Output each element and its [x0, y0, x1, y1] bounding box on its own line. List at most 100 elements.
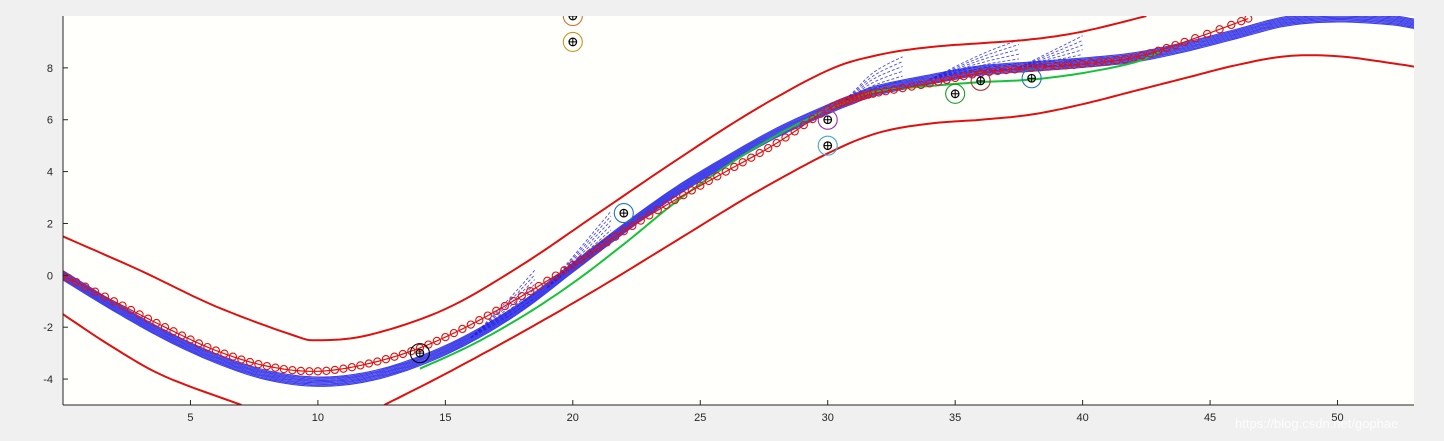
planned-path-point	[1171, 40, 1180, 50]
x-tick-label: 10	[312, 412, 324, 424]
planned-path-line	[63, 18, 1249, 372]
waypoint-marker	[817, 135, 838, 156]
planned-path-point	[483, 311, 492, 320]
x-tick-label: 50	[1331, 412, 1343, 424]
x-tick-label: 40	[1076, 412, 1088, 424]
planned-path-point	[942, 75, 951, 85]
planned-path-point	[645, 211, 654, 220]
planned-path-point	[611, 232, 620, 241]
planned-path-point	[662, 200, 671, 210]
waypoint-cross	[951, 90, 959, 98]
x-tick-label: 30	[822, 412, 834, 424]
planned-path-point	[186, 335, 195, 344]
candidate-path	[1018, 39, 1083, 68]
blue-trajectory-line	[63, 16, 1414, 380]
waypoint-ring	[613, 203, 634, 224]
planned-path-point	[100, 292, 110, 301]
planned-path-point	[1112, 56, 1121, 65]
planned-path-point	[109, 297, 119, 306]
planned-path-point	[985, 67, 994, 77]
planned-path-point	[881, 87, 890, 96]
planned-path-point	[602, 238, 611, 247]
x-tick-label: 5	[187, 412, 193, 424]
planned-path-point	[860, 91, 869, 100]
planned-path-point	[864, 90, 873, 99]
planned-path-point	[390, 352, 399, 361]
planned-path-point	[993, 66, 1002, 76]
planned-path-point	[951, 73, 960, 83]
waypoint-ring	[817, 109, 838, 130]
planned-path-point	[262, 361, 272, 371]
planned-path-point	[466, 320, 475, 329]
planned-path-point	[816, 109, 825, 118]
candidate-path	[929, 58, 1019, 80]
planned-path-point	[254, 360, 263, 369]
planned-path-point	[220, 349, 229, 358]
planned-path-point	[543, 276, 552, 285]
planned-path-point	[279, 364, 289, 374]
planned-path-point	[577, 255, 586, 264]
blue-trajectory-line	[63, 16, 1414, 378]
planned-path-point	[1227, 20, 1236, 30]
planned-path-point	[143, 314, 153, 323]
planned-path-point	[916, 80, 926, 90]
planned-path-point	[856, 92, 865, 101]
waypoint-cross	[619, 209, 628, 217]
planned-path-point	[449, 328, 459, 338]
planned-path-point	[526, 286, 535, 296]
planned-path-point	[1052, 61, 1062, 71]
waypoint-cross	[416, 349, 424, 357]
planned-path-point	[373, 357, 382, 366]
waypoint-ring	[1021, 68, 1042, 89]
x-tick-label: 35	[949, 412, 961, 424]
road-boundary-line	[63, 313, 242, 405]
planned-path-point	[1154, 46, 1163, 55]
candidate-path	[546, 220, 612, 288]
planned-path-point	[296, 366, 306, 376]
y-tick-label: 4	[47, 167, 53, 179]
candidate-path	[546, 215, 612, 288]
planned-path-point	[330, 365, 340, 375]
y-tick-label: 8	[47, 63, 53, 75]
planned-path-point	[517, 291, 526, 301]
waypoint-cross	[569, 16, 577, 20]
candidate-path	[470, 288, 535, 338]
watermark-text: https://blog.csdn.net/gophae	[1235, 416, 1398, 431]
candidate-path	[841, 56, 903, 104]
planned-path-point	[1162, 43, 1171, 53]
planned-path-point	[313, 367, 323, 376]
waypoint-ring	[562, 31, 583, 52]
planned-path-point	[509, 296, 518, 306]
planned-path-point	[829, 102, 838, 111]
planned-path-point	[764, 143, 773, 153]
planned-path-point	[1137, 51, 1147, 60]
y-tick-label: 0	[47, 270, 53, 282]
planned-path-point	[670, 195, 679, 205]
planned-path-point	[889, 85, 898, 94]
planned-path-point	[1180, 37, 1189, 47]
planned-path-point	[585, 249, 594, 258]
planned-path-point	[687, 186, 696, 195]
planned-path-point	[636, 216, 645, 225]
planned-path-point	[628, 221, 637, 231]
x-tick-label: 25	[694, 412, 706, 424]
planned-path-point	[211, 346, 221, 355]
candidate-path	[546, 229, 612, 288]
candidate-path	[929, 44, 1020, 80]
planned-path-point	[441, 332, 450, 342]
waypoint-marker	[409, 343, 430, 364]
planned-path-point	[160, 323, 170, 332]
planned-path-point	[194, 339, 204, 348]
planned-path-point	[1044, 62, 1053, 71]
candidate-path	[841, 75, 903, 104]
waypoint-ring	[409, 343, 430, 364]
axis-ticks: 5 10 15 20 25 30 35 40 45 50 -4 -2 0 2 4 6 8	[43, 63, 1343, 424]
candidate-path	[929, 48, 1020, 80]
planned-path-point	[679, 191, 688, 200]
planned-path-point	[755, 148, 764, 158]
x-tick-label: 20	[567, 412, 579, 424]
waypoint-ring	[817, 135, 838, 156]
planned-path-point	[704, 176, 713, 186]
planned-path-point	[747, 153, 756, 162]
